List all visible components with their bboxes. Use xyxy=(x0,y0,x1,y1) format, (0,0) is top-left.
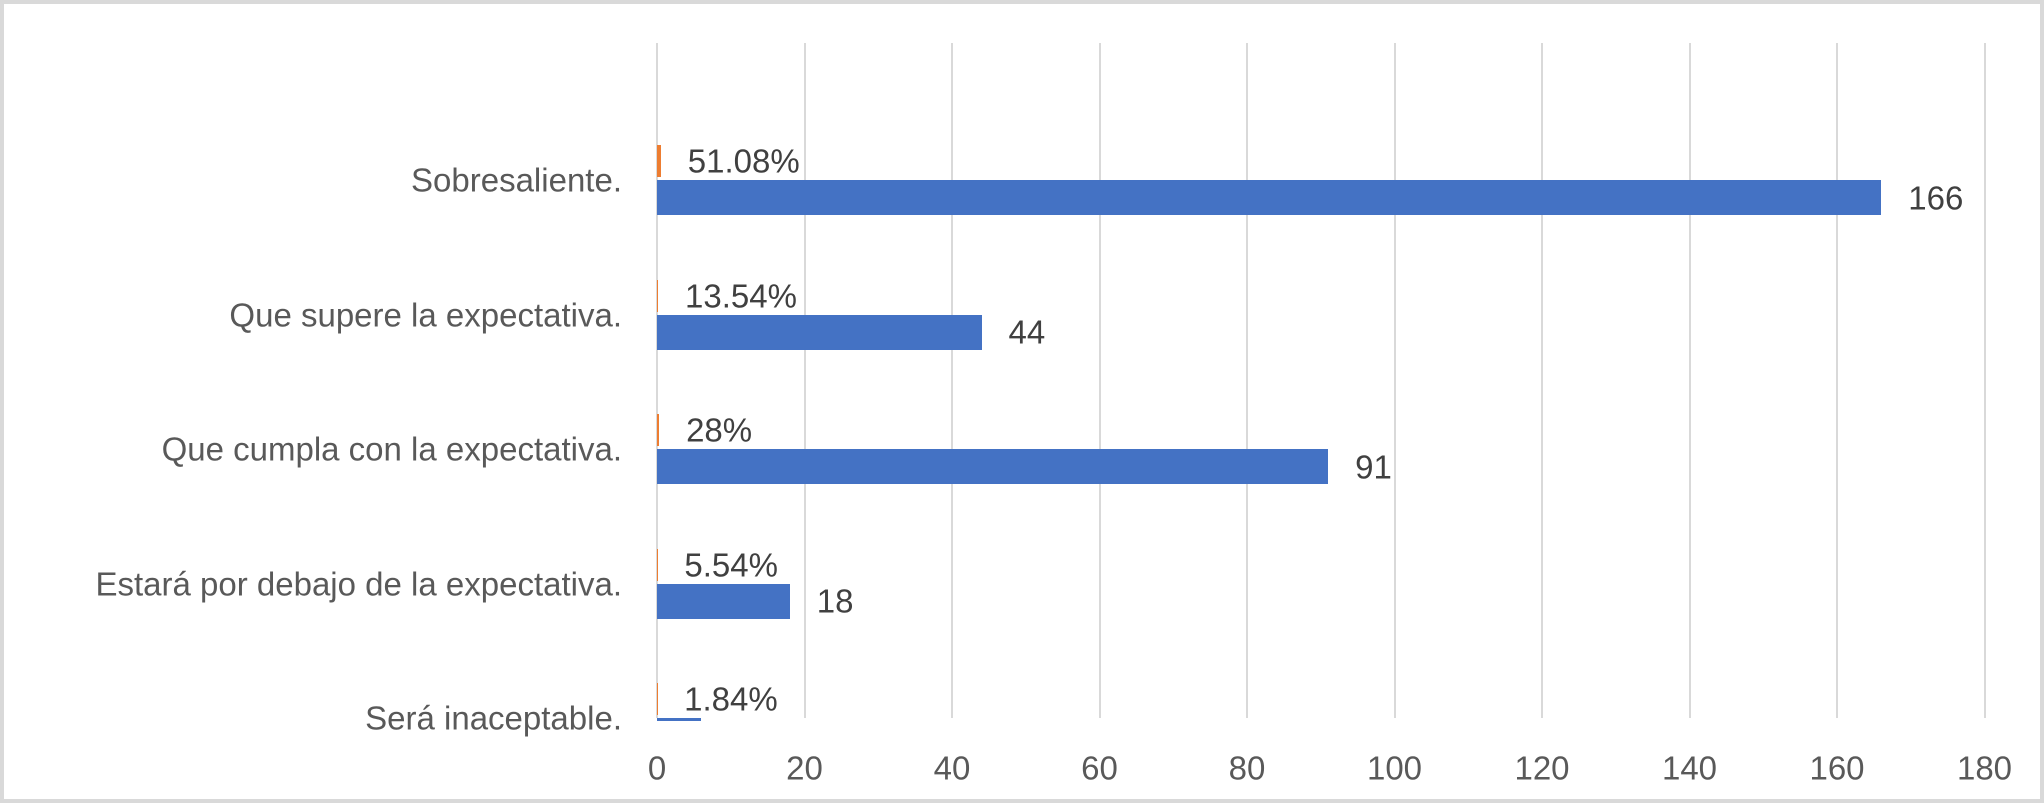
x-axis-tick-label: 140 xyxy=(1661,749,1718,787)
gridline xyxy=(1688,43,1691,718)
gridline xyxy=(803,43,806,718)
gridline xyxy=(951,43,953,718)
bar-value-label: 44 xyxy=(1008,313,1046,351)
bar-percent-label: 51.08% xyxy=(687,142,800,180)
bar-percent-label: 1.84% xyxy=(684,680,778,718)
gridline xyxy=(1983,43,1986,718)
category-label: Sobresaliente. xyxy=(411,161,622,199)
x-axis-tick-label: 120 xyxy=(1514,749,1570,787)
x-axis-tick-label: 80 xyxy=(1228,749,1266,787)
x-axis-tick-label: 0 xyxy=(647,749,667,787)
bar-percent-label: 5.54% xyxy=(684,546,778,583)
bar-blue xyxy=(657,583,790,619)
gridline xyxy=(1836,43,1838,718)
bar-value-label: 91 xyxy=(1355,448,1392,485)
category-label: Estará por debajo de la expectativa. xyxy=(95,565,622,602)
bars-layer xyxy=(657,145,1882,721)
bar-blue xyxy=(657,718,702,721)
gridline xyxy=(656,43,658,718)
bar-percent-label: 13.54% xyxy=(684,277,797,314)
gridline xyxy=(1541,43,1543,718)
x-axis-tick-label: 100 xyxy=(1366,749,1423,787)
x-axis-tick-label: 60 xyxy=(1081,749,1118,787)
category-label: Que supere la expectativa. xyxy=(229,296,622,333)
bar-blue xyxy=(657,314,982,350)
gridline xyxy=(1246,43,1248,718)
bar-blue xyxy=(657,449,1329,484)
bar-value-label: 166 xyxy=(1908,179,1964,216)
bar-blue xyxy=(657,180,1882,215)
bar-value-label: 18 xyxy=(816,582,854,620)
bar-orange xyxy=(657,414,660,446)
category-label: Que cumpla con la expectativa. xyxy=(161,430,622,468)
bar-percent-label: 28% xyxy=(686,411,753,449)
category-label: Será inaceptable. xyxy=(365,699,622,737)
bar-orange xyxy=(657,279,658,312)
x-axis-tick-label: 40 xyxy=(933,749,971,787)
bar-orange xyxy=(657,145,661,177)
x-axis-tick-label: 180 xyxy=(1956,749,2013,787)
gridline xyxy=(1393,43,1396,718)
gridline xyxy=(1098,43,1101,718)
x-axis-tick-label: 160 xyxy=(1809,749,1865,787)
x-axis-tick-label: 20 xyxy=(786,749,823,787)
